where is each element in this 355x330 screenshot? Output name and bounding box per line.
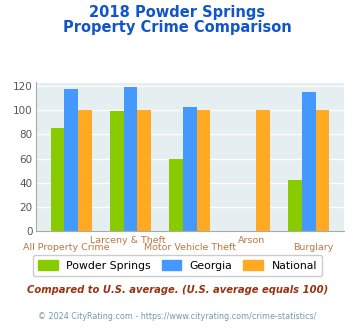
Text: Burglary: Burglary <box>293 243 334 251</box>
Bar <box>51 128 64 231</box>
Bar <box>256 110 270 231</box>
Legend: Powder Springs, Georgia, National: Powder Springs, Georgia, National <box>33 254 322 276</box>
Bar <box>197 110 211 231</box>
Text: 2018 Powder Springs: 2018 Powder Springs <box>89 5 266 20</box>
Text: All Property Crime: All Property Crime <box>23 243 110 251</box>
Bar <box>169 158 183 231</box>
Bar <box>137 110 151 231</box>
Bar <box>302 92 316 231</box>
Bar <box>110 112 124 231</box>
Bar <box>183 107 197 231</box>
Text: © 2024 CityRating.com - https://www.cityrating.com/crime-statistics/: © 2024 CityRating.com - https://www.city… <box>38 312 317 321</box>
Text: Motor Vehicle Theft: Motor Vehicle Theft <box>144 243 236 251</box>
Text: Arson: Arson <box>238 236 265 245</box>
Bar <box>64 88 78 231</box>
Bar <box>124 87 137 231</box>
Text: Property Crime Comparison: Property Crime Comparison <box>63 20 292 35</box>
Bar <box>288 180 302 231</box>
Text: Compared to U.S. average. (U.S. average equals 100): Compared to U.S. average. (U.S. average … <box>27 285 328 295</box>
Text: Larceny & Theft: Larceny & Theft <box>90 236 166 245</box>
Bar <box>78 110 92 231</box>
Bar <box>316 110 329 231</box>
